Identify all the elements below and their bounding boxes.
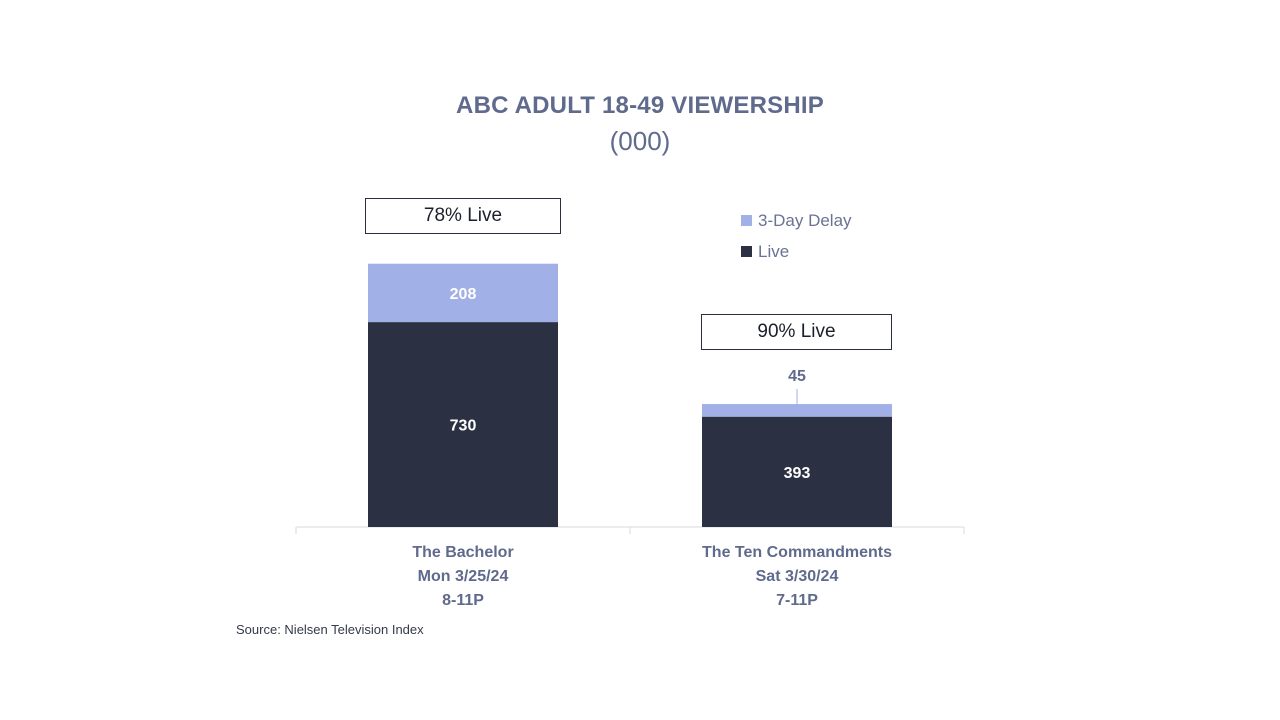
category-name: The Bachelor: [412, 544, 514, 561]
legend-swatch-live: [741, 246, 752, 257]
data-label-live-1: 393: [784, 465, 811, 482]
data-label-live-0: 730: [450, 418, 477, 435]
category-date: Sat 3/30/24: [755, 568, 839, 585]
legend-item-live: Live: [741, 236, 852, 267]
category-time: 8-11P: [442, 592, 484, 609]
category-time: 7-11P: [776, 592, 818, 609]
category-date: Mon 3/25/24: [417, 568, 509, 585]
legend-label-live: Live: [758, 241, 790, 261]
bar-live-1: [702, 416, 892, 527]
bar-live-0: [368, 322, 558, 527]
data-label-delay-1: 45: [788, 368, 806, 385]
category-label-bachelor: The Bachelor Mon 3/25/24 8-11P: [296, 541, 630, 613]
legend: 3-Day Delay Live: [741, 205, 852, 267]
chart-title: ABC ADULT 18-49 VIEWERSHIP: [456, 92, 824, 119]
source-note: Source: Nielsen Television Index: [236, 622, 424, 637]
legend-item-3-day-delay: 3-Day Delay: [741, 205, 852, 236]
bar-delay-0: [368, 263, 558, 323]
legend-swatch-3-day-delay: [741, 215, 752, 226]
legend-label-3-day-delay: 3-Day Delay: [758, 210, 852, 230]
live-share-callout-bachelor: 78% Live: [365, 198, 561, 234]
data-label-delay-0: 208: [450, 286, 477, 303]
chart-subtitle: (000): [609, 126, 671, 156]
category-name: The Ten Commandments: [702, 544, 892, 561]
bar-delay-1: [702, 404, 892, 417]
category-label-ten-commandments: The Ten Commandments Sat 3/30/24 7-11P: [630, 541, 964, 613]
live-share-callout-ten-commandments: 90% Live: [701, 314, 892, 350]
